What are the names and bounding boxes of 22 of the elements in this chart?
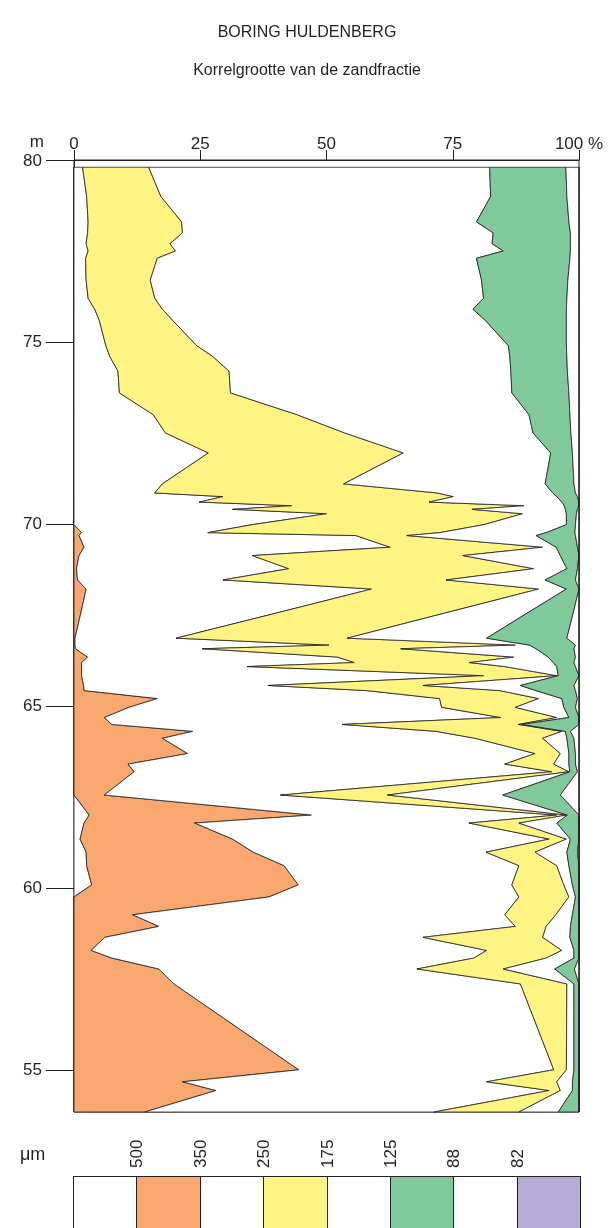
x-tick-label: 0 <box>69 134 79 153</box>
y-tick-label: 60 <box>23 878 42 898</box>
text: 250 <box>253 1139 273 1168</box>
text: 125 <box>380 1139 400 1168</box>
y-tick-label: 75 <box>23 332 42 352</box>
chart-title: BORING HULDENBERG <box>217 22 397 40</box>
x-tick-label: 75 <box>443 134 463 153</box>
y-tick-label: 80 <box>23 150 42 170</box>
y-tick-label: 65 <box>23 696 42 716</box>
y-tick-label: 70 <box>23 514 42 534</box>
chart-subtitle: Korrelgrootte van de zandfractie <box>193 60 421 78</box>
y-axis-title: m <box>29 132 44 151</box>
text: 350 <box>190 1139 210 1168</box>
x-tick-label: 100 % <box>554 134 604 153</box>
y-tick-label: 55 <box>23 1060 42 1080</box>
x-tick-label: 50 <box>317 134 336 153</box>
text: μm <box>20 1144 46 1165</box>
text: 88 <box>443 1149 463 1168</box>
text: 500 <box>126 1139 146 1168</box>
text: 82 <box>507 1149 527 1168</box>
x-tick-label: 25 <box>190 134 210 153</box>
text: 175 <box>317 1139 336 1168</box>
